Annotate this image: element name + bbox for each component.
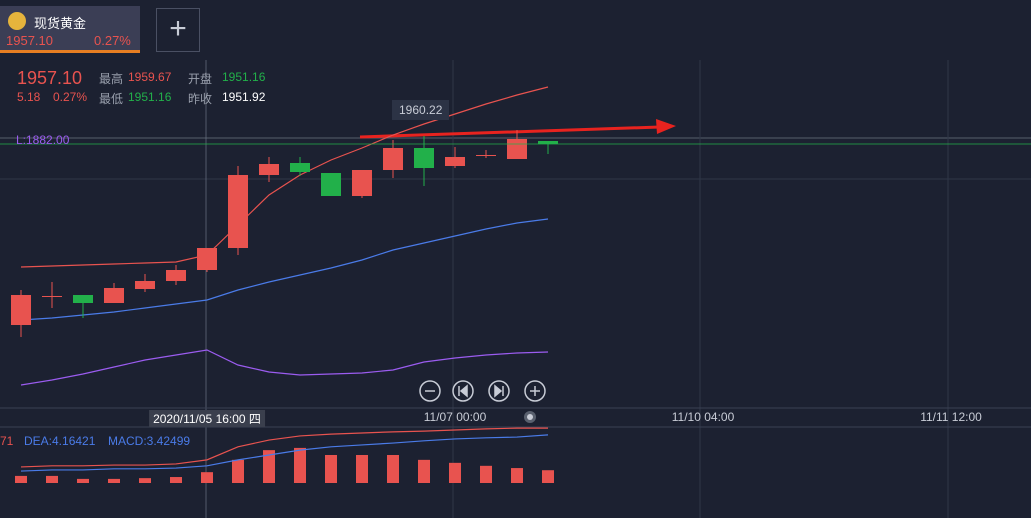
macd-bar (449, 462, 461, 483)
macd-bar (294, 447, 306, 483)
macd-bar (418, 459, 430, 483)
arrow-head (656, 119, 676, 134)
candle-body (476, 155, 496, 156)
nav-buttons[interactable] (419, 380, 546, 402)
candle-body (321, 173, 341, 196)
candle-body (197, 248, 217, 270)
x-tick-label: 11/10 04:00 (671, 410, 735, 424)
macd-bar (387, 455, 399, 483)
line (20, 434, 549, 472)
candle-body (166, 270, 186, 281)
candle-body (42, 296, 62, 297)
candle-body (290, 163, 310, 172)
tab-name: 现货黄金 (34, 16, 87, 31)
value: 1951.16 (128, 90, 172, 104)
macd-label: MACD:3.42499 (108, 434, 191, 448)
x-tick-label: 11/11 12:00 (920, 410, 982, 424)
value: 1951.92 (222, 90, 266, 104)
macd-bar (263, 450, 275, 483)
tooltip: 1960.22 (392, 100, 450, 120)
dif-label: 71 (0, 434, 14, 448)
dea-label: DEA:4.16421 (24, 434, 96, 448)
macd-bar (15, 475, 27, 483)
candle-body (445, 157, 465, 166)
candle-body (352, 170, 372, 196)
arrow (359, 125, 661, 139)
macd-bar (201, 472, 213, 483)
gold-icon (8, 12, 26, 30)
scroll-handle-dot (527, 414, 533, 420)
macd-bar (77, 478, 89, 483)
candle-body (104, 288, 124, 303)
line (20, 218, 549, 321)
label: 开盘 (188, 72, 213, 86)
macd-bar (170, 477, 182, 483)
percent: 0.27% (53, 90, 88, 104)
candle-body (11, 295, 31, 325)
label: 最低 (99, 92, 124, 106)
macd-bar (542, 470, 554, 483)
tab-price: 1957.10 (6, 33, 53, 48)
candle-body (507, 139, 527, 159)
macd-bar (480, 465, 492, 483)
label: 最高 (99, 72, 124, 86)
value: 1959.67 (128, 70, 172, 84)
tab-change: 0.27% (94, 33, 131, 48)
candle-body (228, 175, 248, 248)
macd-bar (46, 475, 58, 483)
candle-body (135, 281, 155, 289)
macd-bar (511, 468, 523, 483)
candle-body (414, 148, 434, 168)
change: 5.18 (17, 90, 41, 104)
tab[interactable]: 现货黄金 1957.10 0.27% (0, 6, 140, 53)
add-tab[interactable]: + (156, 8, 200, 52)
candle-body (259, 164, 279, 175)
band-label: L:1882.00 (16, 133, 70, 147)
macd-bar (232, 459, 244, 483)
candle-body (383, 148, 403, 170)
line (20, 86, 549, 268)
candle-body (538, 141, 558, 144)
macd-bar (325, 455, 337, 483)
label: 昨收 (188, 92, 213, 106)
macd-bar (356, 455, 368, 483)
line (20, 349, 549, 386)
x-tick-label: 11/07 00:00 (423, 410, 487, 424)
line (20, 427, 548, 468)
value: 1951.16 (222, 70, 266, 84)
x-tick-label: 2020/11/05 16:00 四 (149, 410, 265, 427)
macd-bar (139, 478, 151, 483)
last-price: 1957.10 (17, 68, 83, 88)
macd-bar (108, 478, 120, 483)
candle-body (73, 295, 93, 303)
